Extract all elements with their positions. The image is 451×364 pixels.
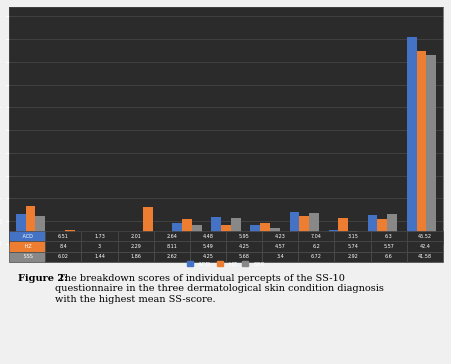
Bar	[191, 225, 201, 244]
Bar	[260, 223, 269, 244]
Text: The breakdown scores of individual percepts of the SS-10
questionnaire in the th: The breakdown scores of individual perce…	[55, 274, 382, 304]
Bar	[377, 218, 387, 244]
Bar	[299, 215, 308, 244]
Bar	[289, 212, 299, 244]
Bar	[269, 229, 279, 244]
Bar	[113, 236, 123, 244]
Bar	[74, 237, 84, 244]
Bar	[35, 217, 45, 244]
Bar	[64, 230, 74, 244]
Bar	[182, 219, 191, 244]
Bar	[425, 55, 435, 244]
Bar	[308, 213, 318, 244]
Bar	[55, 236, 64, 244]
Bar	[416, 51, 425, 244]
Text: Figure 2:: Figure 2:	[18, 274, 67, 283]
Bar	[26, 206, 35, 244]
Bar	[152, 232, 162, 244]
Bar	[16, 214, 26, 244]
Bar	[133, 232, 143, 244]
Bar	[387, 214, 396, 244]
Bar	[94, 235, 104, 244]
Title: Figure 2 A diagramatic representation of the breakdown score of
individual perce: Figure 2 A diagramatic representation of…	[92, 0, 359, 1]
Bar	[406, 37, 416, 244]
Bar	[328, 230, 338, 244]
Bar	[347, 231, 357, 244]
Legend: ACD, HZ, SSS: ACD, HZ, SSS	[185, 260, 266, 268]
Bar	[230, 218, 240, 244]
Bar	[338, 218, 347, 244]
Bar	[211, 217, 221, 244]
Bar	[143, 207, 152, 244]
Bar	[221, 225, 230, 244]
Bar	[104, 233, 113, 244]
Bar	[172, 223, 182, 244]
Bar	[367, 215, 377, 244]
Bar	[250, 225, 260, 244]
